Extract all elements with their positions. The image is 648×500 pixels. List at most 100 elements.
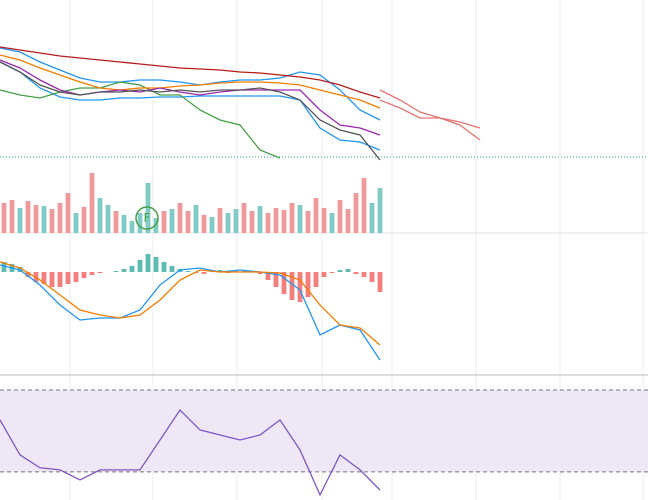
histogram-bar — [353, 272, 359, 274]
histogram-bar — [49, 272, 55, 287]
histogram-bar — [65, 272, 71, 284]
histogram-bar — [377, 272, 383, 292]
volume-bar — [225, 213, 231, 233]
volume-bar — [337, 200, 343, 233]
histogram-bar — [257, 272, 263, 274]
histogram-bar — [217, 270, 223, 272]
histogram-bar — [113, 271, 119, 272]
series-line — [0, 408, 381, 497]
histogram-bar — [313, 272, 319, 287]
histogram-bar — [81, 272, 87, 278]
histogram-bar — [41, 272, 47, 284]
histogram-bar — [321, 272, 327, 277]
volume-bar — [257, 206, 263, 233]
histogram-bar — [273, 272, 279, 287]
volume-bar — [49, 209, 55, 233]
volume-bar — [249, 211, 255, 233]
series-line — [0, 61, 381, 151]
histogram-bar — [161, 262, 167, 272]
volume-bar — [33, 205, 39, 233]
series-line — [379, 89, 481, 129]
level-band — [0, 389, 648, 472]
volume-bar — [217, 208, 223, 233]
series-line — [379, 99, 481, 141]
volume-bar — [233, 209, 239, 233]
volume-bar — [289, 203, 295, 233]
volume-bar — [17, 208, 23, 233]
histogram-bar — [1, 262, 7, 272]
histogram-bar — [121, 269, 127, 272]
volume-bar — [41, 206, 47, 233]
volume-bar — [73, 213, 79, 233]
volume-bar — [329, 213, 335, 233]
volume-bar — [361, 178, 367, 233]
volume-bar — [113, 211, 119, 233]
histogram-bar — [145, 254, 151, 272]
volume-bar — [97, 198, 103, 233]
volume-bar — [177, 203, 183, 233]
volume-bar — [129, 221, 135, 233]
histogram-bar — [281, 272, 287, 294]
volume-bar — [89, 173, 95, 233]
series-line — [0, 47, 381, 121]
volume-bar — [161, 211, 167, 233]
histogram-bar — [361, 272, 367, 277]
histogram-bar — [129, 266, 135, 272]
series-line — [0, 54, 381, 109]
volume-bar — [377, 188, 383, 233]
histogram-bar — [329, 272, 335, 273]
series-line — [0, 46, 381, 99]
volume-bar — [353, 193, 359, 233]
histogram-bar — [73, 272, 79, 282]
histogram-bar — [337, 270, 343, 272]
histogram-bar — [345, 269, 351, 272]
series-line — [0, 261, 381, 346]
histogram-bar — [89, 272, 95, 275]
volume-bar — [193, 205, 199, 233]
volume-bar — [81, 207, 87, 233]
volume-bar — [57, 203, 63, 233]
volume-bar — [169, 209, 175, 233]
volume-bar — [273, 208, 279, 233]
histogram-bar — [201, 272, 207, 274]
volume-bar — [321, 208, 327, 233]
series-line — [0, 264, 381, 361]
histogram-bar — [137, 260, 143, 272]
histogram-bar — [369, 272, 375, 282]
volume-bar — [297, 205, 303, 233]
volume-bar — [305, 211, 311, 233]
volume-bar — [137, 213, 143, 233]
histogram-bar — [305, 272, 311, 297]
series-line — [0, 81, 281, 159]
series-line — [0, 61, 381, 161]
volume-bar — [9, 200, 15, 233]
volume-bar — [1, 203, 7, 233]
histogram-bar — [265, 272, 271, 280]
volume-bar — [345, 209, 351, 233]
volume-bar — [281, 210, 287, 233]
histogram-bar — [289, 272, 295, 300]
annotation-circle — [135, 206, 159, 230]
volume-bar — [105, 205, 111, 233]
histogram-bar — [57, 272, 63, 287]
histogram-bar — [153, 257, 159, 272]
annotation: F — [144, 211, 151, 225]
volume-bar — [265, 213, 271, 233]
histogram-bar — [25, 272, 31, 277]
volume-bar — [145, 183, 151, 233]
volume-bar — [185, 211, 191, 233]
histogram-bar — [297, 272, 303, 302]
volume-bar — [25, 201, 31, 233]
volume-bar — [121, 215, 127, 233]
histogram-bar — [97, 272, 103, 273]
volume-bar — [369, 203, 375, 233]
volume-bar — [209, 217, 215, 233]
series-line — [0, 59, 381, 136]
volume-bar — [65, 193, 71, 233]
histogram-bar — [185, 271, 191, 272]
histogram-bar — [169, 266, 175, 272]
volume-bar — [313, 198, 319, 233]
volume-bar — [241, 203, 247, 233]
volume-bar — [201, 215, 207, 233]
